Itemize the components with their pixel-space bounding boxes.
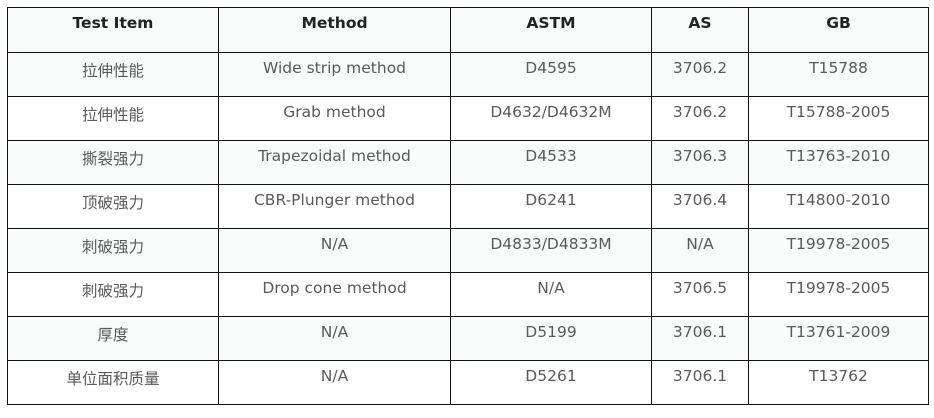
cell-gb: T14800-2010 (748, 184, 929, 229)
cell-astm: D4533 (450, 140, 652, 185)
cell-test-item: 拉伸性能 (7, 96, 219, 141)
cell-method: Grab method (218, 96, 451, 141)
cell-test-item: 厚度 (7, 316, 219, 361)
cell-method: Wide strip method (218, 52, 451, 97)
test-standards-table: Test Item Method ASTM AS GB 拉伸性能 Wide str… (7, 7, 929, 405)
table-row: 撕裂强力 Trapezoidal method D4533 3706.3 T13763-… (7, 140, 929, 185)
cell-as: 3706.4 (651, 184, 749, 229)
table-row: 刺破强力 Drop cone method N/A 3706.5 T19978-2005 (7, 272, 929, 317)
cell-method: CBR-Plunger method (218, 184, 451, 229)
cell-gb: T13762 (748, 360, 929, 405)
cell-gb: T13763-2010 (748, 140, 929, 185)
cell-test-item: 撕裂强力 (7, 140, 219, 185)
header-as: AS (651, 7, 749, 53)
cell-gb: T13761-2009 (748, 316, 929, 361)
cell-test-item: 顶破强力 (7, 184, 219, 229)
table-row: 单位面积质量 N/A D5261 3706.1 T13762 (7, 360, 929, 405)
cell-as: N/A (651, 228, 749, 273)
cell-test-item: 刺破强力 (7, 228, 219, 273)
table-row: 厚度 N/A D5199 3706.1 T13761-2009 (7, 316, 929, 361)
cell-as: 3706.5 (651, 272, 749, 317)
cell-as: 3706.2 (651, 96, 749, 141)
cell-method: Drop cone method (218, 272, 451, 317)
cell-method: N/A (218, 360, 451, 405)
header-test-item: Test Item (7, 7, 219, 53)
cell-gb: T15788-2005 (748, 96, 929, 141)
cell-astm: D5261 (450, 360, 652, 405)
cell-astm: D5199 (450, 316, 652, 361)
cell-astm: D4632/D4632M (450, 96, 652, 141)
header-gb: GB (748, 7, 929, 53)
header-row: Test Item Method ASTM AS GB (7, 7, 929, 53)
cell-astm: D4595 (450, 52, 652, 97)
cell-test-item: 刺破强力 (7, 272, 219, 317)
cell-method: N/A (218, 316, 451, 361)
cell-astm: N/A (450, 272, 652, 317)
table-row: 拉伸性能 Wide strip method D4595 3706.2 T15788 (7, 52, 929, 97)
header-method: Method (218, 7, 451, 53)
cell-gb: T19978-2005 (748, 272, 929, 317)
table-row: 刺破强力 N/A D4833/D4833M N/A T19978-2005 (7, 228, 929, 273)
cell-test-item: 拉伸性能 (7, 52, 219, 97)
cell-as: 3706.2 (651, 52, 749, 97)
table-row: 拉伸性能 Grab method D4632/D4632M 3706.2 T15788-… (7, 96, 929, 141)
cell-test-item: 单位面积质量 (7, 360, 219, 405)
table-row: 顶破强力 CBR-Plunger method D6241 3706.4 T14800-… (7, 184, 929, 229)
cell-gb: T15788 (748, 52, 929, 97)
cell-as: 3706.1 (651, 316, 749, 361)
cell-astm: D6241 (450, 184, 652, 229)
cell-as: 3706.3 (651, 140, 749, 185)
cell-as: 3706.1 (651, 360, 749, 405)
cell-astm: D4833/D4833M (450, 228, 652, 273)
cell-gb: T19978-2005 (748, 228, 929, 273)
cell-method: N/A (218, 228, 451, 273)
header-astm: ASTM (450, 7, 652, 53)
cell-method: Trapezoidal method (218, 140, 451, 185)
